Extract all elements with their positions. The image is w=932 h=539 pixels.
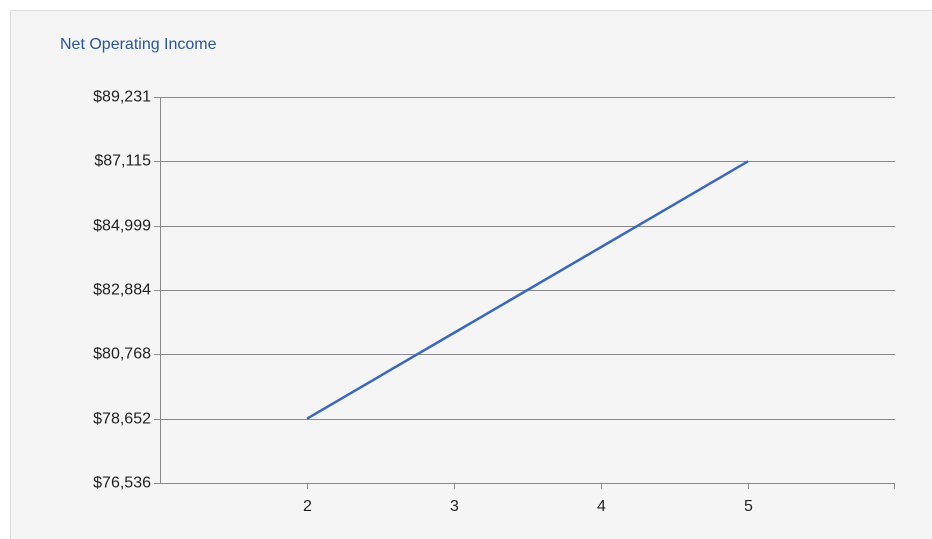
chart-title: Net Operating Income: [60, 36, 217, 53]
y-tick-label: $78,652: [93, 411, 151, 428]
line-series: [306, 160, 749, 420]
x-tick-label: 5: [744, 498, 753, 515]
x-tick-label: 4: [597, 498, 606, 515]
y-tick-label: $89,231: [93, 89, 151, 106]
y-tick-label: $80,768: [93, 346, 151, 363]
chart-panel: [10, 10, 932, 539]
x-tick-label: 3: [450, 498, 459, 515]
y-tick-label: $84,999: [93, 218, 151, 235]
y-tick-label: $82,884: [93, 282, 151, 299]
x-tick-label: 2: [303, 498, 312, 515]
y-tick-label: $76,536: [93, 475, 151, 492]
y-tick-label: $87,115: [94, 153, 151, 170]
